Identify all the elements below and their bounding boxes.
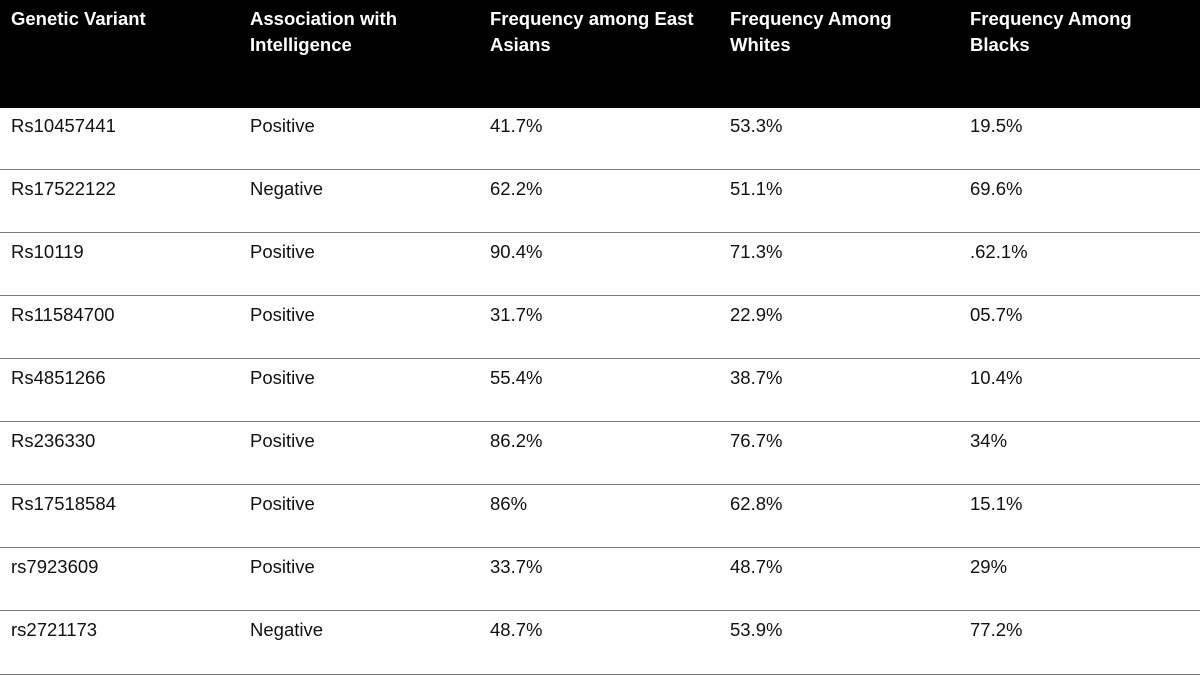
table-row: rs7923609 Positive 33.7% 48.7% 29% [0,549,1200,611]
cell-frequency-east-asians: 90.4% [490,241,543,262]
cell-association: Positive [250,115,315,136]
header-frequency-blacks: Frequency Among Blacks [970,8,1132,55]
cell-genetic-variant: Rs11584700 [11,304,115,325]
cell-frequency-whites: 62.8% [730,493,783,514]
cell-frequency-whites: 53.3% [730,115,783,136]
cell-genetic-variant: rs2721173 [11,619,98,640]
cell-frequency-whites: 51.1% [730,178,783,199]
cell-frequency-blacks: 34% [970,430,1008,451]
cell-association: Negative [250,178,324,199]
table-row: Rs17518584 Positive 86% 62.8% 15.1% [0,486,1200,548]
cell-association: Positive [250,430,315,451]
cell-frequency-blacks: 69.6% [970,178,1023,199]
cell-genetic-variant: Rs10119 [11,241,84,262]
cell-association: Positive [250,367,315,388]
table-row: Rs10457441 Positive 41.7% 53.3% 19.5% [0,108,1200,170]
cell-genetic-variant: Rs4851266 [11,367,106,388]
cell-frequency-whites: 22.9% [730,304,783,325]
cell-frequency-east-asians: 48.7% [490,619,543,640]
table-row: rs2721173 Negative 48.7% 53.9% 77.2% [0,612,1200,675]
cell-frequency-blacks: 10.4% [970,367,1023,388]
header-genetic-variant: Genetic Variant [11,8,146,29]
cell-association: Positive [250,304,315,325]
cell-frequency-east-asians: 62.2% [490,178,543,199]
cell-genetic-variant: Rs236330 [11,430,96,451]
cell-frequency-east-asians: 31.7% [490,304,543,325]
cell-frequency-east-asians: 86% [490,493,528,514]
cell-frequency-whites: 48.7% [730,556,783,577]
table-row: Rs17522122 Negative 62.2% 51.1% 69.6% [0,171,1200,233]
table-header: Genetic Variant Association with Intelli… [0,0,1200,108]
cell-association: Positive [250,241,315,262]
table-row: Rs11584700 Positive 31.7% 22.9% 05.7% [0,297,1200,359]
cell-frequency-blacks: 19.5% [970,115,1023,136]
cell-frequency-blacks: .62.1% [970,241,1028,262]
cell-association: Negative [250,619,324,640]
cell-genetic-variant: Rs17522122 [11,178,116,199]
cell-association: Positive [250,556,315,577]
cell-frequency-whites: 38.7% [730,367,783,388]
cell-frequency-east-asians: 41.7% [490,115,543,136]
cell-frequency-east-asians: 86.2% [490,430,543,451]
table-row: Rs236330 Positive 86.2% 76.7% 34% [0,423,1200,485]
header-frequency-east-asians: Frequency among East Asians [490,8,694,55]
cell-frequency-blacks: 77.2% [970,619,1023,640]
cell-frequency-whites: 76.7% [730,430,783,451]
cell-frequency-whites: 53.9% [730,619,783,640]
header-association: Association with Intelligence [250,8,397,55]
cell-frequency-blacks: 05.7% [970,304,1023,325]
header-frequency-whites: Frequency Among Whites [730,8,892,55]
cell-frequency-east-asians: 55.4% [490,367,543,388]
cell-genetic-variant: Rs17518584 [11,493,116,514]
cell-association: Positive [250,493,315,514]
cell-frequency-blacks: 15.1% [970,493,1023,514]
cell-frequency-blacks: 29% [970,556,1008,577]
cell-genetic-variant: Rs10457441 [11,115,116,136]
table-row: Rs10119 Positive 90.4% 71.3% .62.1% [0,234,1200,296]
cell-genetic-variant: rs7923609 [11,556,99,577]
cell-frequency-east-asians: 33.7% [490,556,543,577]
table-row: Rs4851266 Positive 55.4% 38.7% 10.4% [0,360,1200,422]
cell-frequency-whites: 71.3% [730,241,783,262]
